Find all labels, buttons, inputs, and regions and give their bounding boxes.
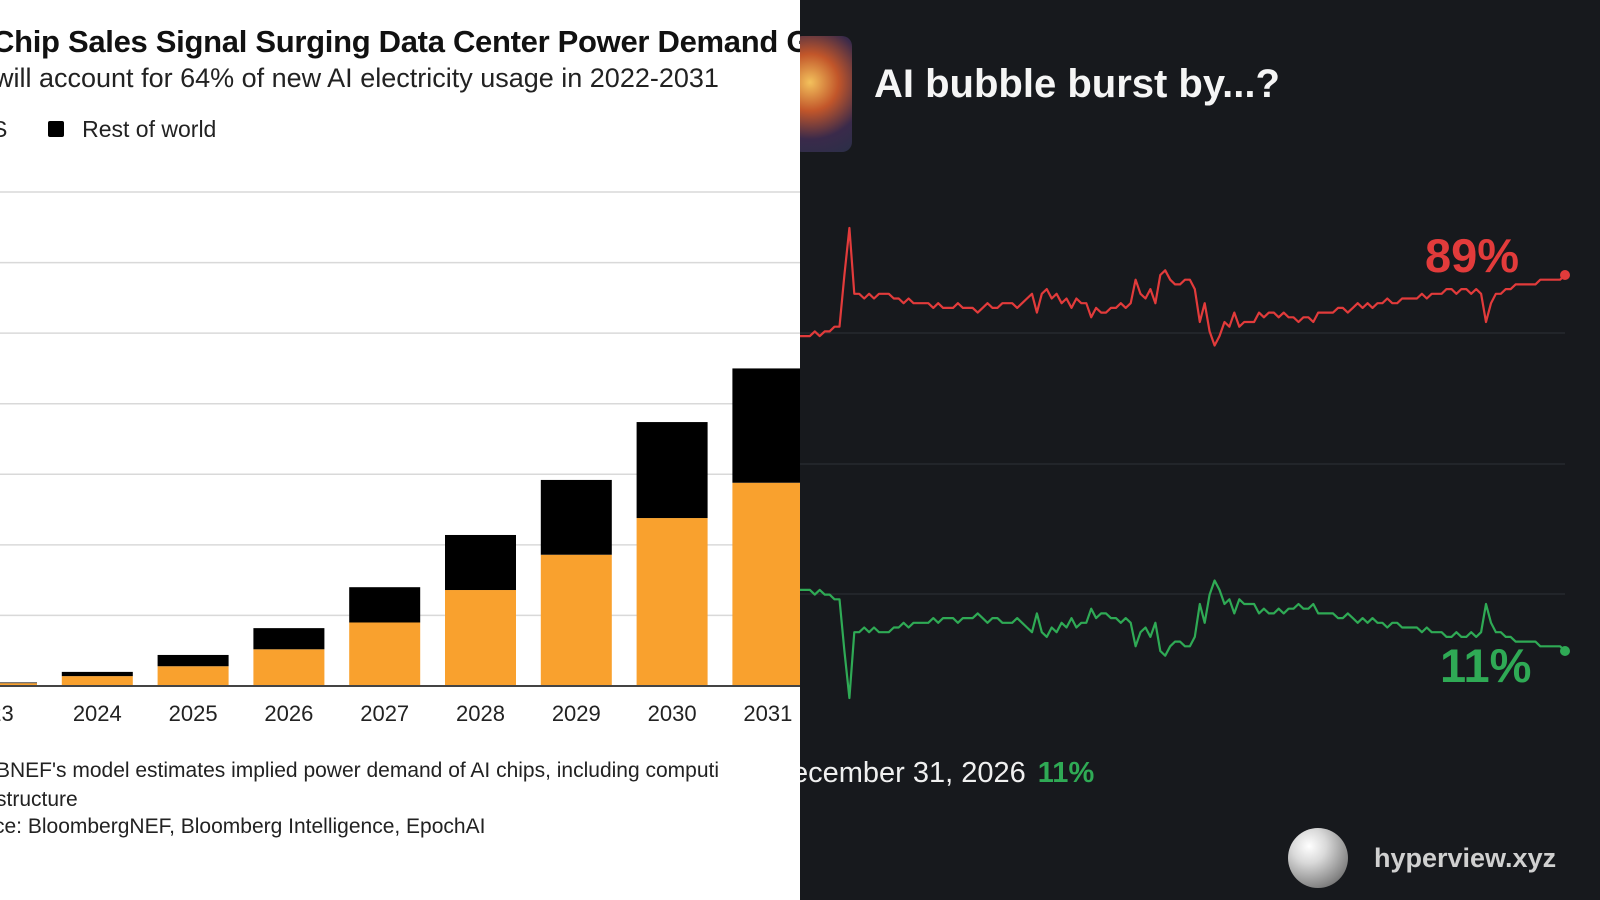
x-tick-label: 2030 (648, 701, 697, 726)
chart-note-line-1: BNEF's model estimates implied power dem… (0, 759, 720, 782)
bar-us-2030 (636, 518, 708, 686)
x-tick-label: 2029 (552, 701, 601, 726)
bar-us-2027 (349, 622, 421, 686)
resolution-date: ecember 31, 2026 (800, 757, 1026, 789)
bar-us-2024 (61, 676, 133, 686)
bar-rest-of-world-2027 (349, 587, 421, 623)
prediction-market-panel: AI bubble burst by...? 89% 11% ecember 3… (800, 0, 1600, 900)
chart-note-line-2: structure (0, 788, 78, 811)
x-tick-label: 23 (0, 701, 14, 726)
x-tick-label: 2026 (264, 701, 313, 726)
chart-subtitle: will account for 64% of new AI electrici… (0, 63, 719, 93)
bar-rest-of-world-2031 (732, 368, 800, 483)
no-probability-line (800, 579, 1566, 700)
bar-rest-of-world-23 (0, 682, 37, 684)
no-endpoint-dot (1560, 646, 1570, 656)
hyperview-logo-icon (1288, 828, 1348, 888)
x-tick-label: 2024 (73, 701, 122, 726)
bar-us-2029 (540, 554, 612, 686)
bar-rest-of-world-2030 (636, 422, 708, 519)
market-thumbnail-icon (800, 36, 852, 152)
yes-probability-label: 89% (1425, 229, 1520, 282)
market-footer: ecember 31, 2026 11% (800, 757, 1094, 790)
bar-us-2026 (253, 649, 325, 686)
brand-watermark: hyperview.xyz (1374, 843, 1557, 873)
bar-rest-of-world-2025 (157, 654, 229, 667)
bar-rest-of-world-2028 (445, 534, 516, 591)
legend-swatch-rest-of-world (47, 121, 64, 138)
chart-title: Chip Sales Signal Surging Data Center Po… (0, 24, 800, 59)
yes-endpoint-dot (1560, 270, 1570, 280)
x-tick-label: 2028 (456, 701, 505, 726)
chart-source: ce: BloombergNEF, Bloomberg Intelligence… (0, 815, 486, 838)
legend-label-rest-of-world: Rest of world (82, 116, 217, 142)
bar-us-23 (0, 683, 37, 686)
bar-rest-of-world-2024 (61, 671, 133, 677)
bar-chart-svg: 23 2024 2025 2026 2027 2028 2029 2030 2031 (0, 191, 800, 726)
probability-line-chart-svg (800, 226, 1570, 700)
bar-rest-of-world-2029 (540, 479, 612, 555)
chart-note: BNEF's model estimates implied power dem… (0, 756, 719, 814)
legend-label-us: S (0, 116, 7, 142)
chart-legend: S Rest of world (0, 116, 216, 143)
yes-probability-line (800, 226, 1566, 347)
bar-us-2025 (157, 666, 229, 686)
bar-us-2031 (732, 482, 800, 686)
x-tick-label: 2031 (743, 701, 792, 726)
bar-rest-of-world-2026 (253, 628, 325, 650)
no-probability-label: 11% (1440, 639, 1532, 692)
x-tick-label: 2025 (169, 701, 218, 726)
bar-us-2028 (445, 590, 516, 686)
x-tick-label: 2027 (360, 701, 409, 726)
footer-probability: 11% (1037, 757, 1095, 789)
stacked-bar-chart-panel: Chip Sales Signal Surging Data Center Po… (0, 0, 800, 900)
market-title: AI bubble burst by...? (874, 62, 1280, 106)
